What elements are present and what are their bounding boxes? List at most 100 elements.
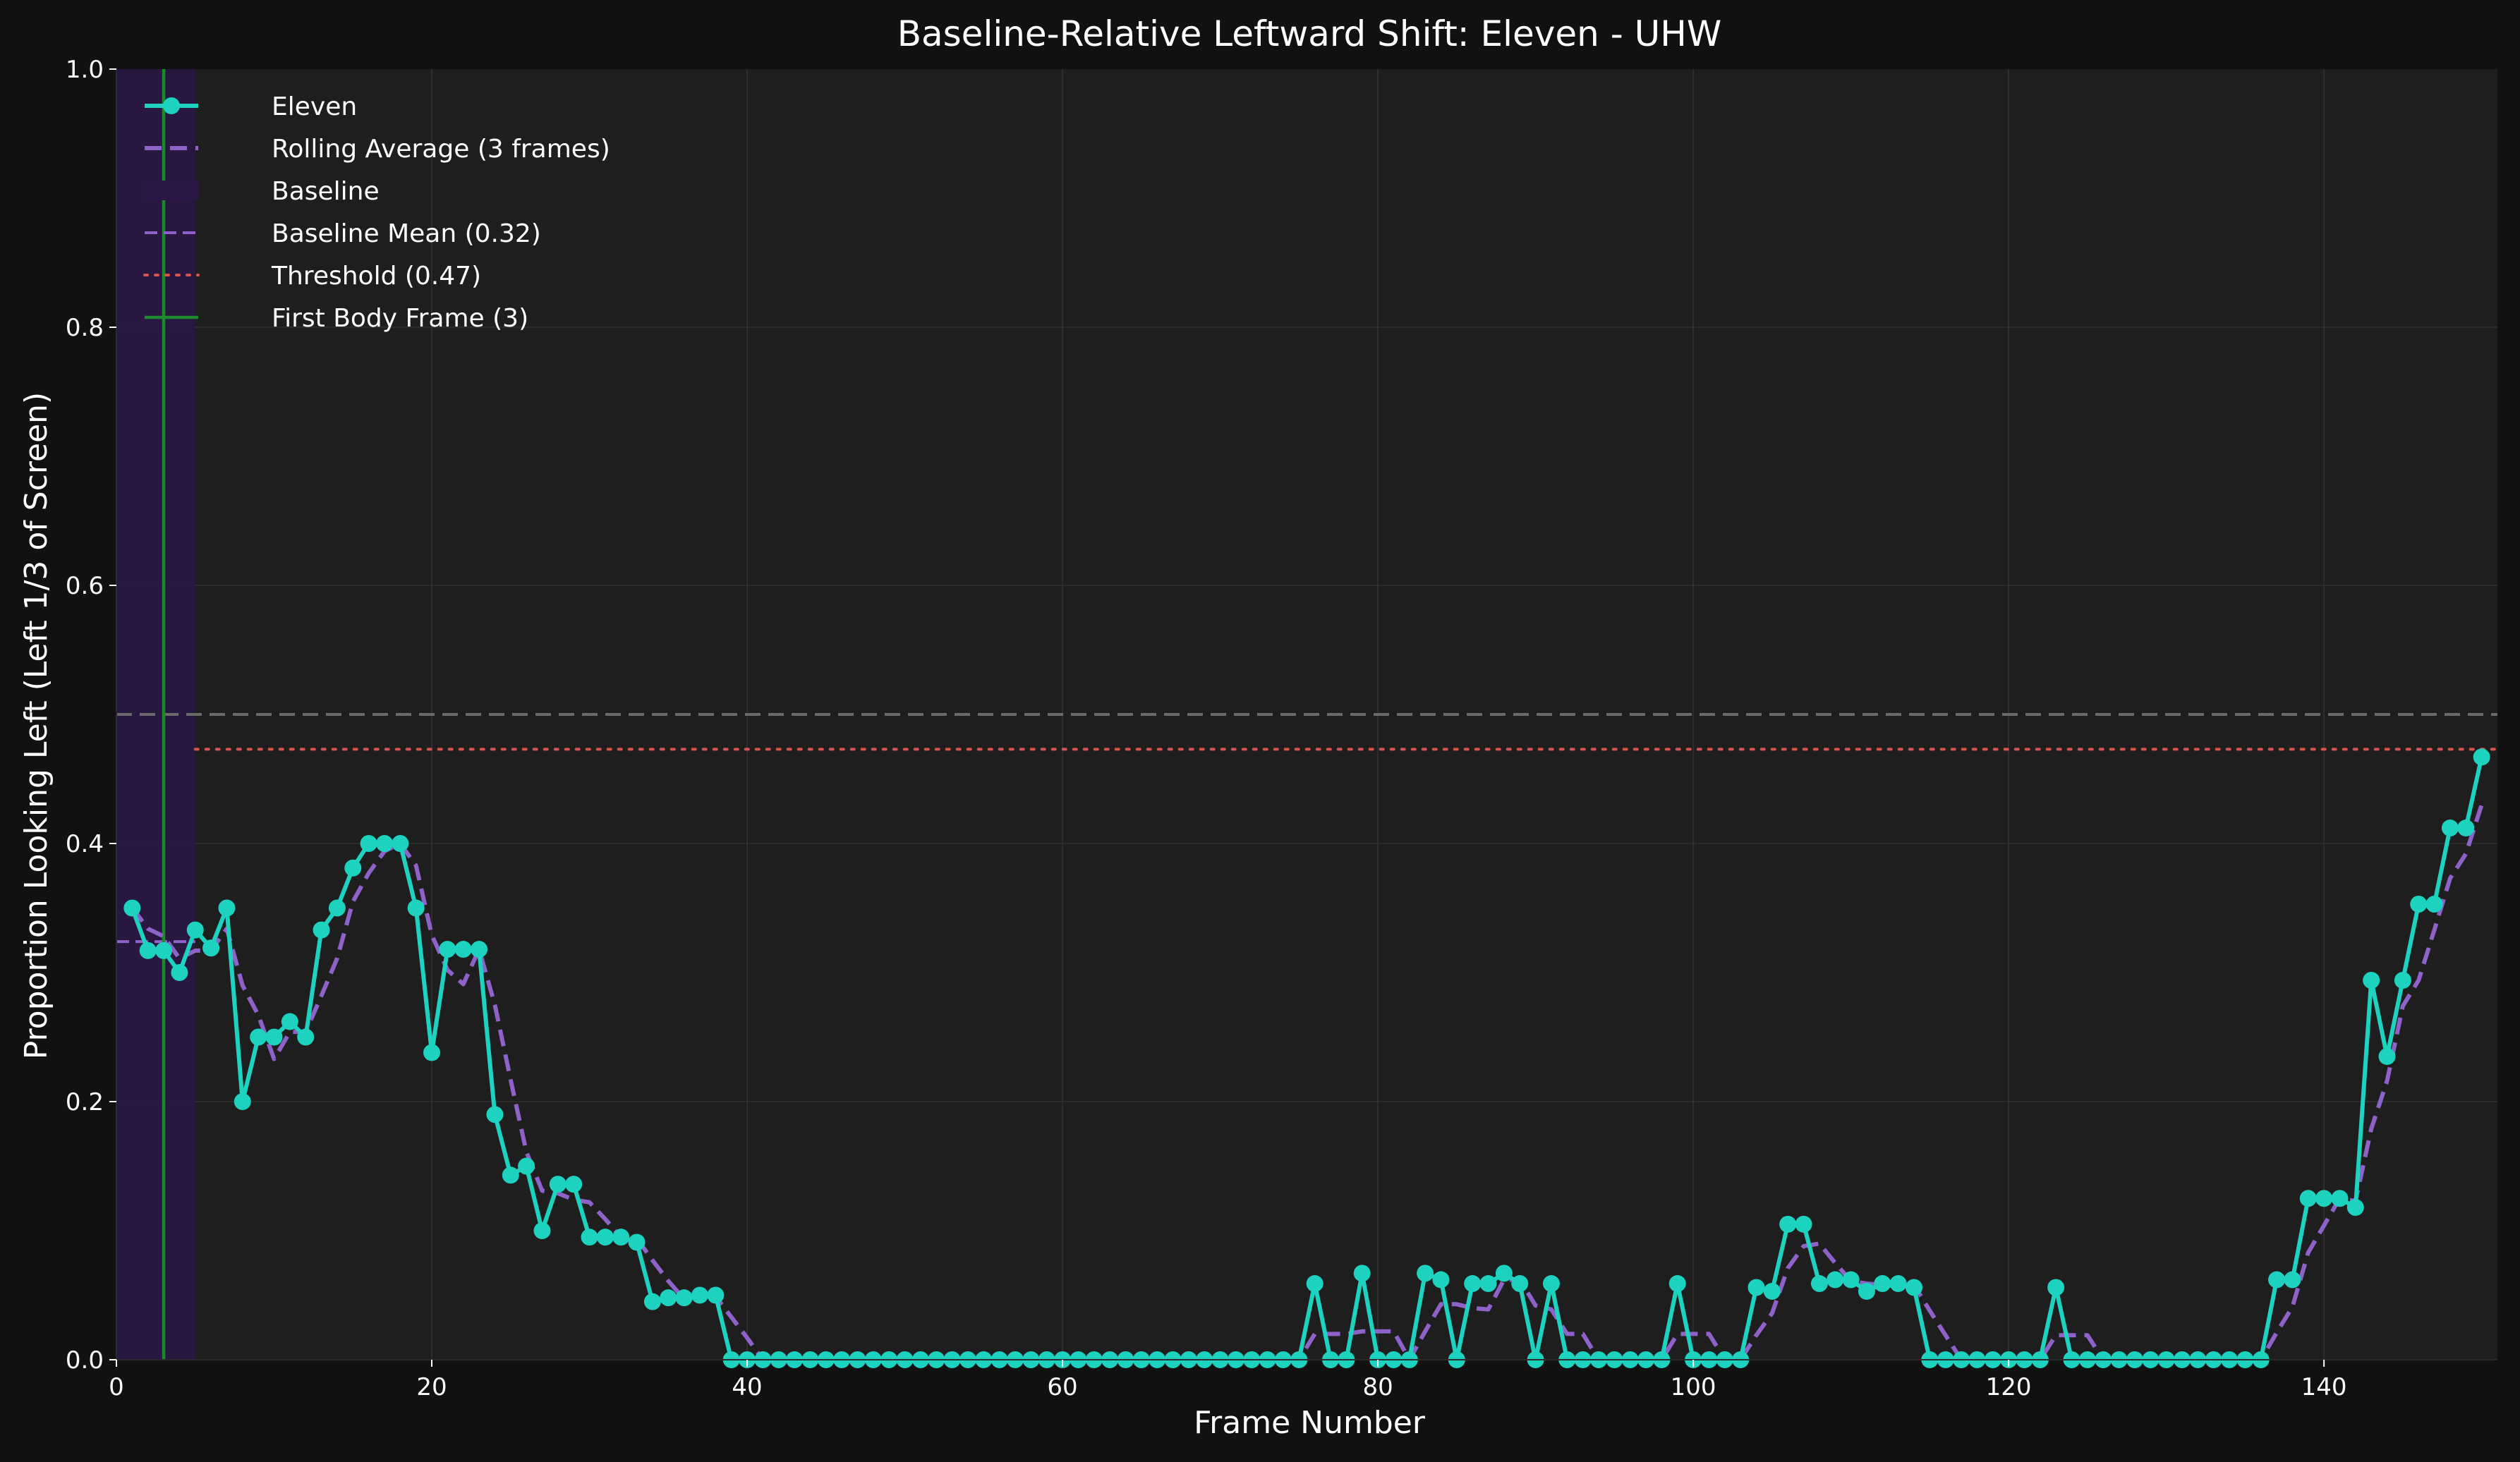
eleven-data-point bbox=[1889, 1275, 1907, 1293]
eleven-data-point bbox=[612, 1229, 630, 1246]
eleven-data-point bbox=[1464, 1275, 1482, 1293]
eleven-data-point bbox=[313, 921, 330, 939]
x-tick-label: 120 bbox=[1986, 1373, 2032, 1401]
eleven-data-point bbox=[234, 1093, 251, 1110]
eleven-data-point bbox=[660, 1289, 677, 1307]
eleven-data-point bbox=[392, 835, 409, 852]
eleven-data-point bbox=[1827, 1271, 1844, 1289]
legend-label: Baseline Mean (0.32) bbox=[272, 219, 541, 248]
legend-label: Baseline bbox=[272, 177, 380, 206]
eleven-data-point bbox=[691, 1286, 708, 1304]
x-axis-label: Frame Number bbox=[1194, 1405, 1426, 1441]
eleven-data-point bbox=[423, 1044, 441, 1061]
eleven-data-point bbox=[502, 1166, 519, 1184]
eleven-data-point bbox=[1479, 1275, 1497, 1293]
y-axis-label: Proportion Looking Left (Left 1/3 of Scr… bbox=[18, 392, 54, 1059]
eleven-data-point bbox=[2378, 1047, 2396, 1065]
y-tick-label: 0.8 bbox=[66, 314, 104, 342]
eleven-data-point bbox=[1668, 1275, 1686, 1293]
eleven-data-point bbox=[155, 942, 173, 959]
plot-area: 0 20 40 60 80 100 120 140 0.0 0.2 0.4 0.6 0.8 1.0 bbox=[66, 56, 2499, 1401]
x-tick-label: 40 bbox=[732, 1373, 762, 1401]
rolling-average-line bbox=[130, 804, 2484, 1362]
eleven-data-point bbox=[518, 1157, 535, 1175]
eleven-data-point bbox=[2394, 971, 2411, 989]
eleven-data-point bbox=[1874, 1275, 1891, 1293]
eleven-data-point bbox=[1306, 1275, 1323, 1293]
legend-swatch-baseline bbox=[145, 181, 198, 200]
eleven-data-point bbox=[581, 1229, 598, 1246]
eleven-data-point bbox=[1906, 1279, 1923, 1296]
eleven-data-point bbox=[2315, 1190, 2333, 1207]
eleven-data-point bbox=[139, 942, 157, 959]
eleven-data-point bbox=[1353, 1265, 1371, 1282]
eleven-data-point bbox=[2473, 748, 2490, 766]
eleven-data-point bbox=[202, 939, 220, 957]
eleven-data-point bbox=[2425, 896, 2443, 913]
eleven-data-point bbox=[375, 835, 393, 852]
eleven-data-point bbox=[265, 1028, 283, 1046]
y-tick-label: 0.2 bbox=[66, 1088, 104, 1116]
eleven-data-point bbox=[1432, 1271, 1450, 1289]
legend: Eleven Rolling Average (3 frames) Baseline… bbox=[143, 92, 610, 333]
eleven-data-point bbox=[565, 1176, 583, 1193]
eleven-data-point bbox=[2346, 1199, 2364, 1217]
y-tick-label: 0.0 bbox=[66, 1346, 104, 1375]
y-tick-label: 1.0 bbox=[66, 56, 104, 84]
eleven-data-point bbox=[439, 941, 456, 958]
eleven-data-point bbox=[1763, 1283, 1781, 1300]
eleven-data-point bbox=[1842, 1271, 1860, 1289]
x-tick-label: 20 bbox=[416, 1373, 447, 1401]
eleven-data-point bbox=[171, 964, 188, 981]
eleven-data-point bbox=[1495, 1265, 1513, 1282]
eleven-data-point bbox=[1810, 1275, 1828, 1293]
eleven-data-point bbox=[297, 1028, 315, 1046]
eleven-data-point bbox=[407, 899, 425, 917]
eleven-data-point bbox=[2268, 1271, 2286, 1289]
eleven-data-point bbox=[2363, 971, 2380, 989]
eleven-data-point bbox=[328, 899, 346, 917]
eleven-data-point bbox=[186, 921, 204, 939]
eleven-data-point bbox=[675, 1289, 693, 1307]
eleven-data-point bbox=[360, 835, 377, 852]
eleven-data-point bbox=[281, 1013, 298, 1030]
eleven-data-point bbox=[2284, 1271, 2301, 1289]
eleven-data-point bbox=[471, 941, 488, 958]
eleven-data-point bbox=[596, 1229, 614, 1246]
legend-label: Rolling Average (3 frames) bbox=[272, 135, 610, 164]
eleven-data-point bbox=[1779, 1215, 1797, 1233]
eleven-data-point bbox=[2299, 1190, 2317, 1207]
x-tick-label: 60 bbox=[1047, 1373, 1077, 1401]
eleven-data-point bbox=[123, 899, 141, 917]
eleven-data-point bbox=[1417, 1265, 1434, 1282]
eleven-data-point bbox=[549, 1176, 567, 1193]
eleven-data-point bbox=[2047, 1279, 2065, 1296]
eleven-data-point bbox=[486, 1106, 504, 1123]
y-tick-label: 0.6 bbox=[66, 572, 104, 600]
x-tick-label: 100 bbox=[1671, 1373, 1716, 1401]
legend-marker-eleven bbox=[163, 97, 180, 114]
eleven-data-point bbox=[1511, 1275, 1529, 1293]
y-tick-label: 0.4 bbox=[66, 830, 104, 858]
eleven-data-point bbox=[1747, 1279, 1765, 1296]
x-tick-label: 0 bbox=[109, 1373, 124, 1401]
legend-label: Eleven bbox=[272, 92, 357, 121]
x-tick-label: 140 bbox=[2301, 1373, 2347, 1401]
eleven-data-point bbox=[2410, 896, 2428, 913]
eleven-data-point bbox=[2331, 1190, 2349, 1207]
legend-label: Threshold (0.47) bbox=[271, 262, 481, 291]
eleven-data-point bbox=[1542, 1275, 1560, 1293]
eleven-data-point bbox=[707, 1286, 725, 1304]
eleven-data-point bbox=[1858, 1283, 1875, 1300]
chart-title: Baseline-Relative Leftward Shift: Eleven… bbox=[897, 13, 1722, 54]
legend-label: First Body Frame (3) bbox=[272, 304, 528, 333]
eleven-data-point bbox=[1795, 1215, 1812, 1233]
eleven-data-point bbox=[533, 1222, 551, 1239]
eleven-data-point bbox=[344, 859, 362, 877]
eleven-data-point bbox=[2457, 820, 2475, 837]
eleven-data-point bbox=[643, 1293, 661, 1310]
eleven-data-point bbox=[628, 1233, 646, 1251]
eleven-data-point bbox=[454, 941, 472, 958]
eleven-data-point bbox=[2441, 820, 2459, 837]
